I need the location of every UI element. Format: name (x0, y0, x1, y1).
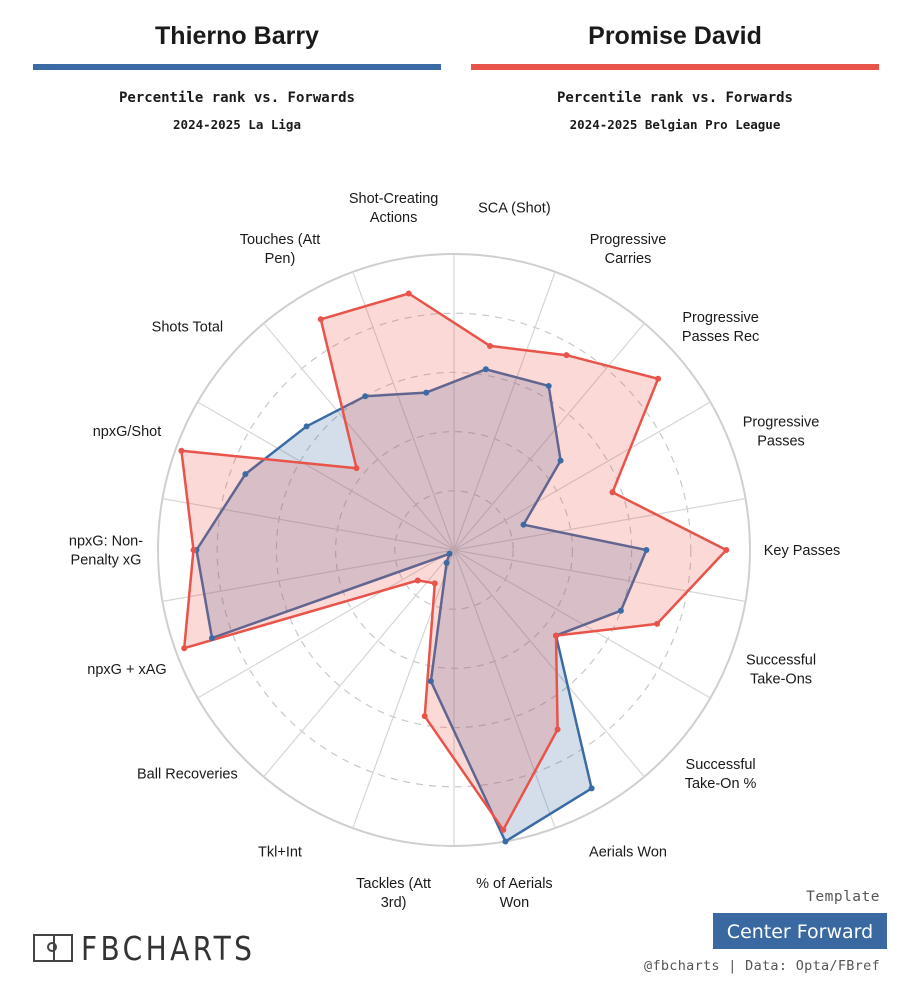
data-point-1 (502, 838, 509, 845)
axis-label: Successful Take-Ons (746, 653, 816, 688)
player-1-competition: 2024-2025 La Liga (173, 117, 301, 132)
grid-spoke (453, 401, 711, 551)
grid-spoke (263, 322, 455, 551)
data-point-1 (643, 547, 650, 553)
axis-label: Successful Take-On % (685, 757, 757, 792)
player-1-name: Thierno Barry (155, 22, 319, 50)
axis-label: npxG: Non-Penalty xG (69, 534, 143, 569)
data-point-2 (554, 726, 561, 733)
data-point-2 (405, 290, 412, 297)
grid-spoke (453, 549, 556, 829)
grid-spoke (453, 549, 711, 699)
data-point-2 (421, 713, 428, 720)
grid-spoke (453, 498, 746, 551)
axis-label: Progressive Passes (743, 415, 820, 450)
axis-label: Ball Recoveries (137, 767, 238, 783)
axis-label: Shot-Creating Actions (349, 191, 438, 226)
player-2-color-bar (471, 64, 879, 70)
data-point-2 (654, 620, 661, 627)
data-point-1 (617, 607, 624, 614)
player-2-subtitle: Percentile rank vs. Forwards (556, 90, 793, 106)
data-point-1 (423, 389, 430, 396)
data-point-2 (190, 547, 197, 553)
data-point-1 (427, 678, 434, 685)
series-area-2 (180, 292, 728, 832)
grid-spoke (453, 549, 746, 602)
data-point-1 (520, 521, 527, 528)
player-2-competition: 2024-2025 Belgian Pro League (569, 117, 781, 132)
axis-label: Key Passes (764, 543, 841, 559)
player-1-subtitle: Percentile rank vs. Forwards (118, 90, 355, 106)
data-point-1 (242, 471, 249, 478)
data-point-1 (545, 382, 552, 389)
data-point-2 (553, 632, 560, 639)
data-point-2 (563, 352, 570, 359)
data-point-2 (353, 465, 360, 472)
template-label: Template (806, 889, 880, 905)
data-point-2 (181, 645, 188, 652)
axis-label: Tackles (Att 3rd) (356, 876, 431, 911)
data-point-1 (303, 423, 310, 430)
template-button[interactable]: Center Forward (713, 913, 887, 949)
grid-spoke (263, 549, 455, 778)
grid-spoke (197, 401, 455, 551)
data-point-1 (443, 559, 450, 566)
data-point-2 (723, 547, 730, 553)
axis-label: Progressive Carries (590, 232, 667, 267)
data-point-2 (317, 316, 324, 323)
axis-label: npxG + xAG (87, 662, 166, 678)
axis-label: Tkl+Int (258, 844, 302, 860)
grid-spoke (453, 271, 556, 551)
data-point-1 (482, 366, 489, 373)
axis-label: Shots Total (152, 319, 223, 335)
data-point-1 (446, 550, 453, 557)
grid-spoke (453, 549, 645, 778)
axis-label: npxG/Shot (93, 424, 162, 440)
logo-text: FBCHARTS (81, 928, 256, 968)
data-point-2 (486, 342, 493, 349)
pitch-icon (33, 934, 73, 962)
grid-spoke (162, 549, 455, 602)
grid-ring (216, 312, 692, 788)
player-2-name: Promise David (588, 22, 762, 50)
data-point-2 (431, 580, 438, 587)
axis-label: Touches (Att Pen) (240, 232, 321, 267)
grid-spoke (352, 549, 455, 829)
grid-spoke (197, 549, 455, 699)
grid-spoke (453, 322, 645, 551)
axis-label: Aerials Won (589, 844, 667, 860)
axis-label: Progressive Passes Rec (682, 310, 759, 345)
data-point-2 (655, 375, 662, 382)
data-point-1 (557, 457, 564, 464)
axis-label: % of Aerials Won (476, 876, 553, 911)
data-point-2 (414, 577, 421, 584)
credit-text: @fbcharts | Data: Opta/FBref (644, 958, 880, 974)
fbcharts-logo: FBCHARTS (33, 928, 286, 968)
data-point-1 (588, 785, 595, 792)
data-point-2 (178, 447, 185, 454)
data-point-1 (362, 393, 369, 400)
data-point-2 (500, 826, 507, 833)
data-point-2 (609, 489, 616, 496)
grid-spoke (352, 271, 455, 551)
axis-label: SCA (Shot) (478, 200, 551, 216)
player-1-color-bar (33, 64, 441, 70)
data-point-1 (209, 635, 216, 642)
grid-spoke (162, 498, 455, 551)
